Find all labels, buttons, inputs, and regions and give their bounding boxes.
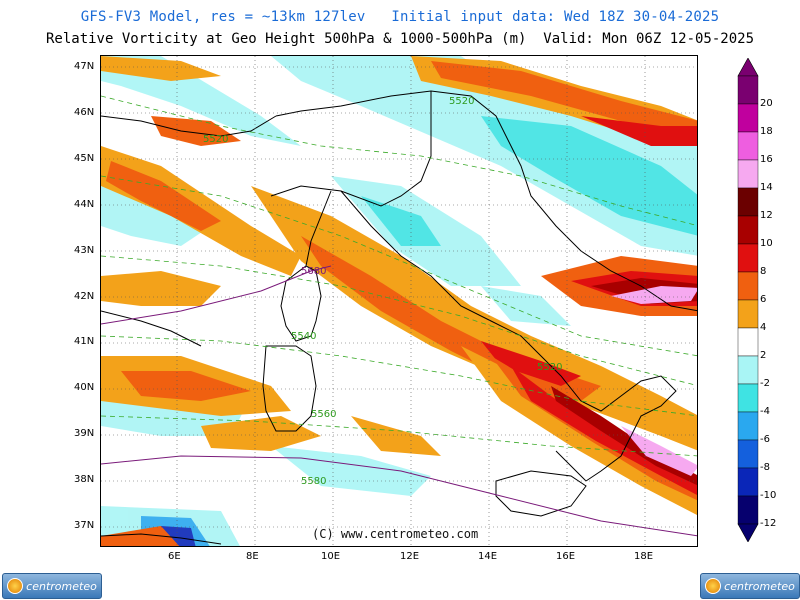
colorbar-label: -10 bbox=[760, 490, 777, 501]
lat-label: 44N bbox=[74, 199, 95, 210]
lat-label: 43N bbox=[74, 245, 95, 256]
lat-label: 37N bbox=[74, 520, 95, 531]
colorbar-segment bbox=[737, 495, 759, 525]
colorbar-segment bbox=[737, 383, 759, 413]
colorbar-label: -12 bbox=[760, 518, 777, 529]
colorbar-arrow-top bbox=[737, 58, 759, 77]
lon-label: 12E bbox=[400, 551, 420, 562]
colorbar-segment bbox=[737, 131, 759, 161]
map-panel: 5520 5520 5680 5540 5520 5560 5580 bbox=[100, 55, 698, 547]
contour-label: 5560 bbox=[311, 409, 336, 420]
logo-icon bbox=[7, 578, 24, 594]
colorbar-segment bbox=[737, 159, 759, 189]
logo-text: centrometeo bbox=[26, 579, 97, 593]
colorbar-label: 8 bbox=[760, 266, 767, 277]
lon-label: 8E bbox=[246, 551, 259, 562]
thickness-contours bbox=[101, 265, 697, 537]
centrometeo-logo-right[interactable]: centrometeo bbox=[700, 573, 800, 599]
colorbar-segment bbox=[737, 411, 759, 441]
coastlines bbox=[101, 90, 697, 545]
map-svg: 5520 5520 5680 5540 5520 5560 5580 bbox=[101, 56, 697, 546]
height-contours bbox=[101, 95, 697, 457]
contour-label: 5580 bbox=[301, 476, 326, 487]
title-model-info: GFS-FV3 Model, res = ~13km 127lev Initia… bbox=[80, 9, 720, 25]
colorbar-label: 10 bbox=[760, 238, 773, 249]
lon-label: 14E bbox=[478, 551, 498, 562]
logo-text: centrometeo bbox=[724, 579, 795, 593]
colorbar-segment bbox=[737, 355, 759, 385]
lat-label: 45N bbox=[74, 153, 95, 164]
colorbar-segment bbox=[737, 327, 759, 357]
logo-icon bbox=[705, 578, 722, 594]
colorbar-segment bbox=[737, 215, 759, 245]
colorbar-segment bbox=[737, 243, 759, 273]
lat-label: 40N bbox=[74, 382, 95, 393]
colorbar bbox=[737, 58, 759, 542]
contour-label: 5520 bbox=[537, 362, 562, 373]
colorbar-label: 14 bbox=[760, 182, 773, 193]
colorbar-segment bbox=[737, 103, 759, 133]
lat-label: 42N bbox=[74, 291, 95, 302]
colorbar-segment bbox=[737, 271, 759, 301]
colorbar-segment bbox=[737, 187, 759, 217]
positive-vorticity-areas bbox=[101, 56, 697, 546]
colorbar-label: 20 bbox=[760, 98, 773, 109]
colorbar-label: -8 bbox=[760, 462, 770, 473]
lon-label: 6E bbox=[168, 551, 181, 562]
colorbar-label: -6 bbox=[760, 434, 770, 445]
colorbar-segment bbox=[737, 467, 759, 497]
contour-label: 5680 bbox=[301, 266, 326, 277]
contour-label: 5540 bbox=[291, 331, 316, 342]
lat-label: 39N bbox=[74, 428, 95, 439]
colorbar-label: 12 bbox=[760, 210, 773, 221]
lon-label: 10E bbox=[321, 551, 341, 562]
colorbar-segment bbox=[737, 439, 759, 469]
lon-label: 18E bbox=[634, 551, 654, 562]
colorbar-segment bbox=[737, 299, 759, 329]
colorbar-label: -2 bbox=[760, 378, 770, 389]
contour-label: 5520 bbox=[449, 96, 474, 107]
copyright-text: (C) www.centrometeo.com bbox=[312, 527, 479, 541]
colorbar-segment bbox=[737, 75, 759, 105]
colorbar-label: 4 bbox=[760, 322, 767, 333]
colorbar-label: 2 bbox=[760, 350, 767, 361]
lon-label: 16E bbox=[556, 551, 576, 562]
contour-label: 5520 bbox=[203, 134, 228, 145]
title-field-info: Relative Vorticity at Geo Height 500hPa … bbox=[45, 31, 754, 47]
lat-label: 41N bbox=[74, 336, 95, 347]
centrometeo-logo-left[interactable]: centrometeo bbox=[2, 573, 102, 599]
colorbar-arrow-bottom bbox=[737, 523, 759, 542]
colorbar-label: 6 bbox=[760, 294, 767, 305]
lat-label: 46N bbox=[74, 107, 95, 118]
lat-label: 47N bbox=[74, 61, 95, 72]
colorbar-label: 16 bbox=[760, 154, 773, 165]
colorbar-label: -4 bbox=[760, 406, 770, 417]
lat-label: 38N bbox=[74, 474, 95, 485]
colorbar-label: 18 bbox=[760, 126, 773, 137]
